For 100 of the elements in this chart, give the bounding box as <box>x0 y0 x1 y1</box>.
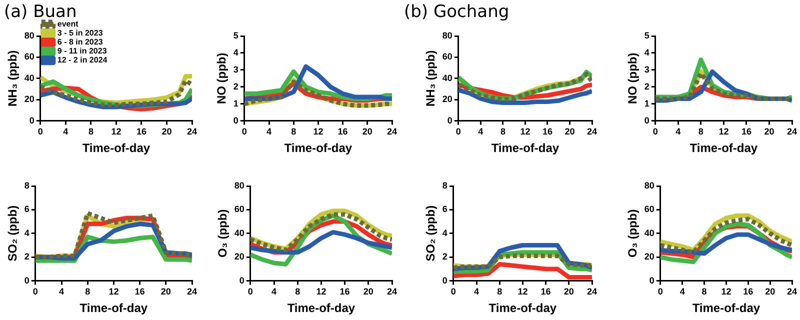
y-tick-label: 6 <box>24 204 30 214</box>
y-axis-title: O₃ (ppb) <box>626 209 640 258</box>
x-tick-label: 24 <box>386 286 398 297</box>
x-tick-label: 12 <box>316 286 326 297</box>
y-tick-label: 0 <box>447 115 452 126</box>
x-tick-label: 20 <box>363 286 374 297</box>
x-tick-label: 24 <box>386 126 398 137</box>
x-tick-label: 4 <box>478 126 484 137</box>
x-tick-label: 4 <box>676 126 681 137</box>
y-tick-label: 0 <box>644 115 650 126</box>
y-tick-label: 2 <box>233 81 238 92</box>
y-tick-label: 60 <box>24 52 34 62</box>
x-tick-label: 16 <box>743 286 754 297</box>
chart-title: (b) Gochang <box>404 2 510 22</box>
x-axis-title: Time-of-day <box>82 141 150 156</box>
x-tick-label: 20 <box>362 126 372 137</box>
x-tick-label: 4 <box>272 286 277 297</box>
x-tick-label: 16 <box>540 286 551 297</box>
x-tick-label: 8 <box>291 126 296 137</box>
x-tick-label: 24 <box>186 286 198 297</box>
y-tick-label: 0 <box>233 115 238 126</box>
x-tick-label: 4 <box>680 286 685 297</box>
x-tick-label: 24 <box>786 126 798 137</box>
legend-label: 6 - 8 in 2023 <box>57 38 104 47</box>
x-tick-label: 20 <box>765 286 776 297</box>
y-tick-label: 60 <box>442 52 452 62</box>
y-axis-title: NO (ppb) <box>214 52 229 104</box>
x-tick-label: 8 <box>85 286 90 297</box>
x-tick-label: 20 <box>564 126 575 137</box>
x-tick-label: 4 <box>266 126 272 137</box>
x-tick-label: 4 <box>63 126 68 137</box>
y-tick-label: 2 <box>442 252 448 262</box>
y-axis-title: SO₂ (ppb) <box>424 205 438 262</box>
y-tick-label: 4 <box>233 47 238 58</box>
y-tick-label: 4 <box>24 228 30 238</box>
x-tick-label: 24 <box>586 286 598 297</box>
x-tick-label: 20 <box>764 126 774 137</box>
x-tick-label: 8 <box>497 286 502 297</box>
y-tick-label: 0 <box>239 275 244 286</box>
y-tick-label: 5 <box>233 30 238 40</box>
y-axis-title: NH₃ (ppb) <box>6 50 20 106</box>
x-tick-label: 8 <box>500 126 506 137</box>
chart-title: (a) Buan <box>4 2 77 22</box>
x-tick-label: 12 <box>721 286 732 297</box>
y-axis-title: NO (ppb) <box>626 52 640 104</box>
x-tick-label: 8 <box>702 286 707 297</box>
x-tick-label: 8 <box>88 126 94 137</box>
x-tick-label: 8 <box>698 126 704 137</box>
x-tick-label: 16 <box>542 126 552 137</box>
y-tick-label: 8 <box>24 180 30 190</box>
y-tick-label: 3 <box>644 64 650 74</box>
x-axis-title: Time-of-day <box>491 141 560 156</box>
x-tick-label: 24 <box>786 286 798 297</box>
y-tick-label: 80 <box>644 180 654 190</box>
y-tick-label: 0 <box>24 275 30 286</box>
y-tick-label: 20 <box>24 94 34 104</box>
y-tick-label: 80 <box>234 180 244 190</box>
y-tick-label: 0 <box>442 275 448 286</box>
x-tick-label: 16 <box>741 126 752 137</box>
y-tick-label: 6 <box>442 204 448 214</box>
x-tick-label: 16 <box>340 286 350 297</box>
x-axis-title: Time-of-day <box>692 301 760 316</box>
x-tick-label: 12 <box>718 126 729 137</box>
x-tick-label: 20 <box>160 286 171 297</box>
x-tick-label: 4 <box>474 286 480 297</box>
y-axis-title: SO₂ (ppb) <box>6 205 20 262</box>
x-tick-label: 20 <box>162 126 172 137</box>
y-tick-label: 80 <box>24 30 34 40</box>
y-tick-label: 4 <box>644 47 650 58</box>
y-tick-label: 1 <box>644 98 650 108</box>
y-tick-label: 40 <box>234 228 244 238</box>
y-tick-label: 5 <box>644 30 650 40</box>
x-axis-title: Time-of-day <box>80 301 148 316</box>
x-tick-label: 0 <box>658 286 663 297</box>
y-tick-label: 40 <box>24 72 34 83</box>
x-axis-title: Time-of-day <box>690 141 758 156</box>
y-tick-label: 2 <box>644 81 650 92</box>
y-tick-label: 40 <box>442 72 452 83</box>
x-tick-label: 16 <box>134 286 145 297</box>
x-axis-title: Time-of-day <box>488 301 557 316</box>
x-tick-label: 12 <box>313 126 324 137</box>
x-tick-label: 24 <box>186 126 198 137</box>
y-tick-label: 20 <box>234 252 244 262</box>
y-tick-label: 40 <box>644 228 654 238</box>
x-tick-label: 12 <box>108 286 119 297</box>
x-axis-title: Time-of-day <box>284 141 352 156</box>
x-tick-label: 4 <box>58 286 64 297</box>
y-tick-label: 60 <box>644 204 654 214</box>
y-tick-label: 0 <box>649 275 654 286</box>
legend-label: 3 - 5 in 2023 <box>57 28 104 38</box>
x-tick-label: 0 <box>248 286 253 297</box>
y-tick-label: 1 <box>233 98 238 108</box>
x-tick-label: 0 <box>38 126 43 137</box>
x-tick-label: 12 <box>518 286 528 297</box>
x-axis-title: Time-of-day <box>287 301 356 316</box>
x-tick-label: 16 <box>338 126 348 137</box>
y-tick-label: 2 <box>24 252 30 262</box>
y-axis-title: O₃ (ppb) <box>216 209 230 258</box>
y-axis-title: NH₃ (ppb) <box>424 50 438 106</box>
y-tick-label: 0 <box>29 115 34 126</box>
